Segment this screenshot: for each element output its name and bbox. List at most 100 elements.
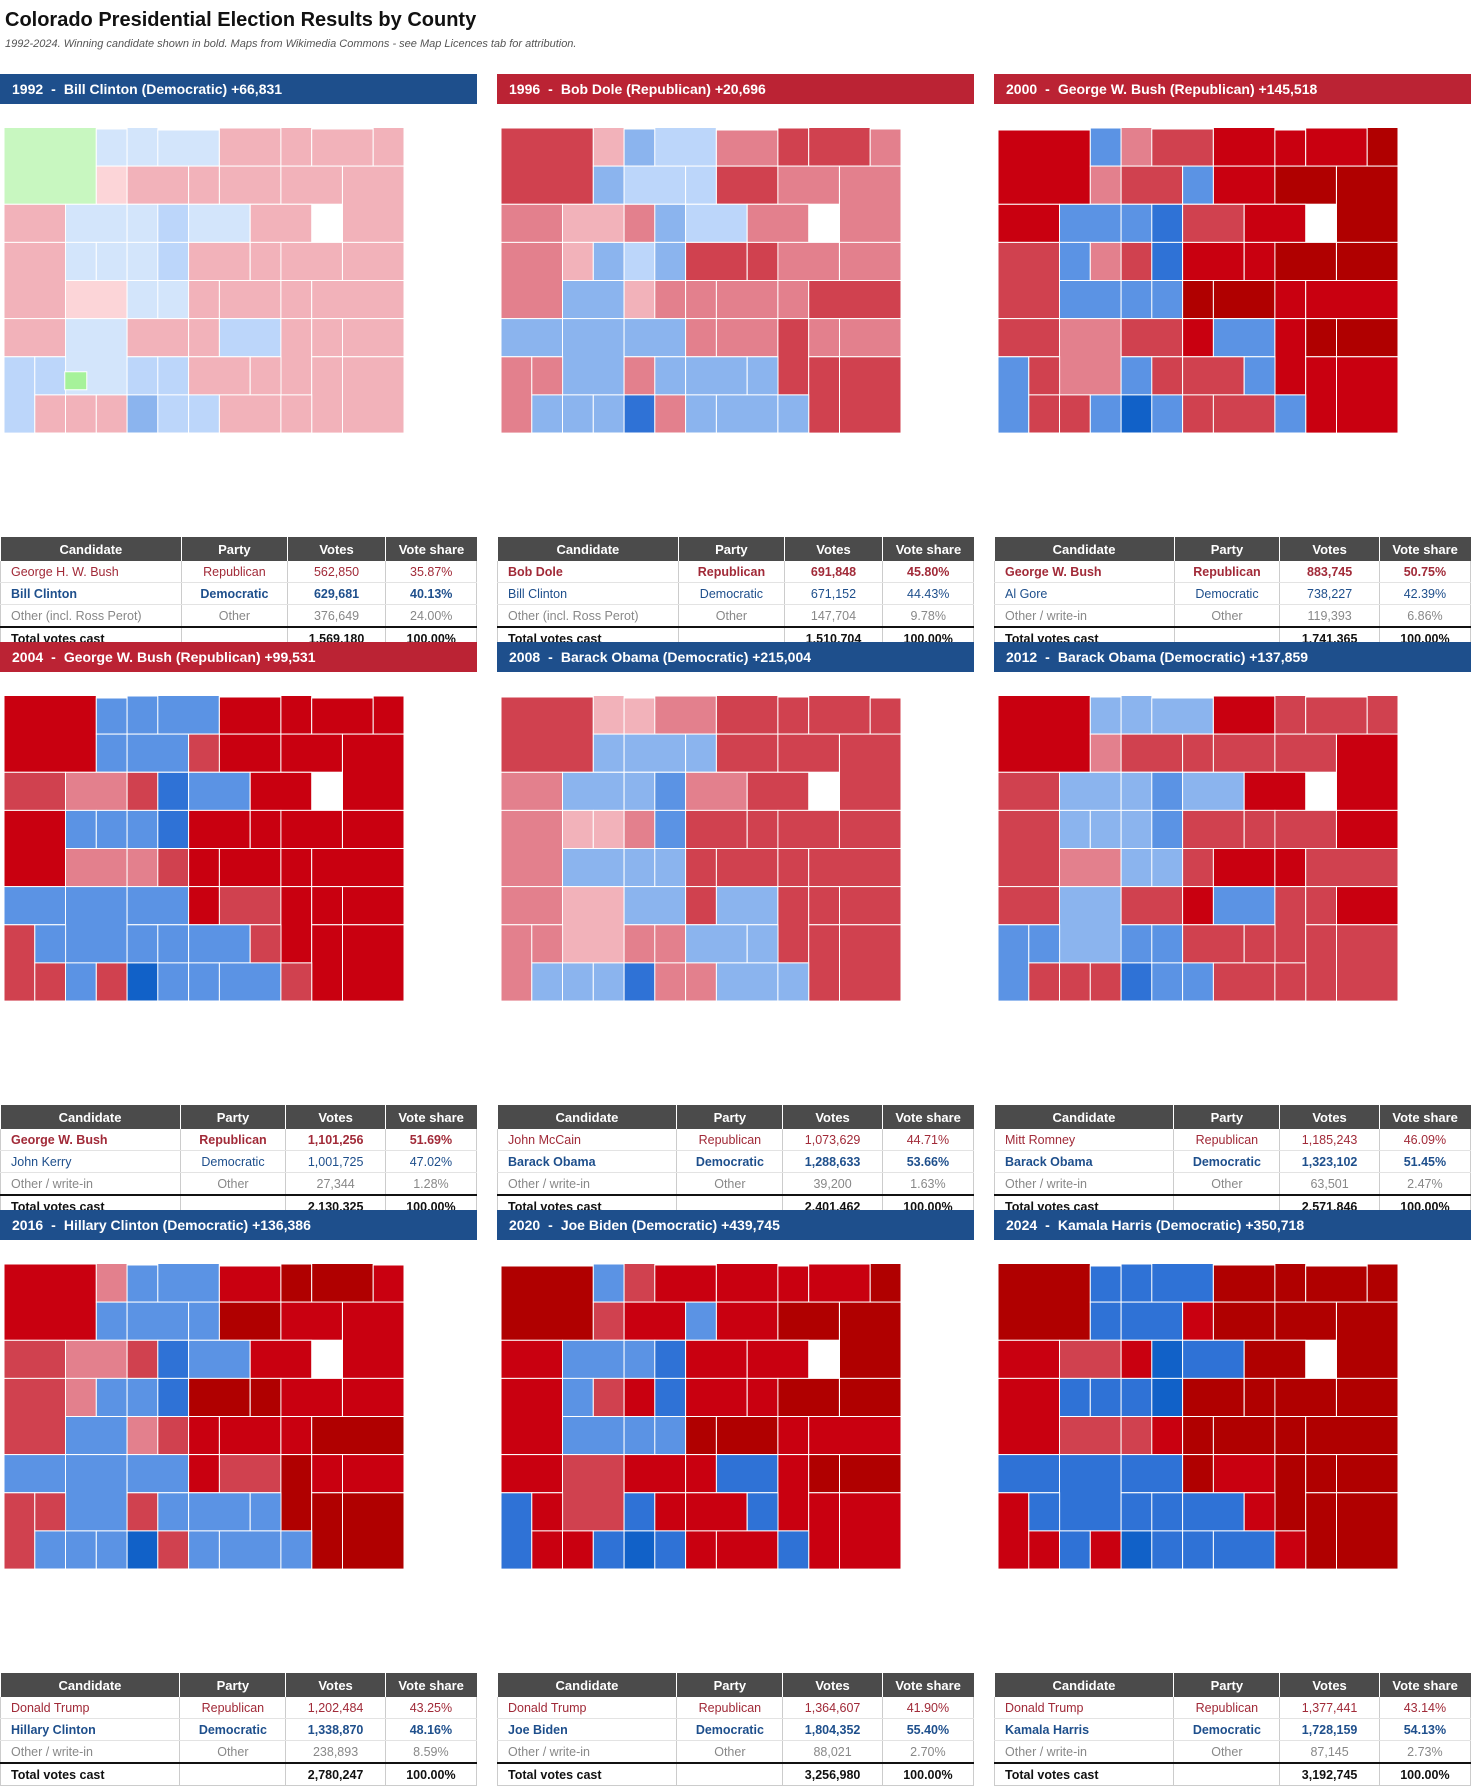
county-shape — [839, 1301, 902, 1379]
county-shape — [1151, 1339, 1184, 1379]
county-shape — [1028, 394, 1061, 434]
county-shape — [839, 924, 902, 1002]
column-header: Party — [1174, 537, 1281, 561]
election-headline: Bob Dole (Republican) +20,696 — [560, 81, 766, 97]
election-header: 2000- George W. Bush (Republican) +145,51… — [994, 74, 1471, 104]
county-shape — [1120, 1416, 1153, 1456]
county-shape — [126, 771, 159, 811]
county-shape — [685, 356, 748, 396]
separator: - — [548, 1217, 553, 1233]
results-table: Candidate Party Votes Vote share George W. B… — [994, 537, 1471, 650]
table-row: John Kerry Democratic 1,001,725 47.02% — [0, 1150, 478, 1173]
county-shape — [808, 128, 871, 167]
county-shape — [654, 1264, 717, 1303]
county-shape — [126, 280, 159, 320]
county-shape — [1182, 733, 1214, 773]
county-shape — [562, 1454, 625, 1532]
county-shape — [1059, 318, 1122, 396]
county-shape — [623, 356, 656, 396]
county-shape — [1059, 241, 1091, 281]
county-shape — [311, 1264, 374, 1303]
county-shape — [1182, 771, 1245, 811]
county-shape — [715, 394, 779, 434]
county-shape — [808, 924, 841, 1002]
county-shape — [1120, 696, 1153, 735]
share-cell: 43.25% — [385, 1697, 478, 1719]
county-shape — [1212, 1301, 1276, 1341]
results-table: Candidate Party Votes Vote share George W. B… — [0, 1105, 478, 1218]
county-shape — [1274, 733, 1337, 773]
county-shape — [157, 203, 190, 243]
county-shape — [157, 356, 190, 396]
county-shape — [1028, 356, 1061, 396]
election-header: 1992- Bill Clinton (Democratic) +66,831 — [0, 74, 477, 104]
party-cell: Democratic — [180, 1150, 287, 1173]
county-shape — [623, 1377, 656, 1417]
county-shape — [1212, 394, 1276, 434]
county-shape — [1336, 924, 1399, 1002]
county-shape — [1059, 886, 1122, 964]
candidate-cell: Barack Obama — [993, 1150, 1175, 1173]
county-shape — [592, 696, 625, 735]
election-year: 2016 — [12, 1217, 44, 1233]
table-row: Hillary Clinton Democratic 1,338,870 48.16% — [0, 1718, 478, 1741]
county-shape — [715, 1264, 779, 1303]
county-shape — [654, 241, 687, 281]
county-shape — [188, 848, 220, 888]
election-panel-2000: 2000- George W. Bush (Republican) +145,51… — [994, 74, 1471, 650]
empty-cell — [179, 1762, 287, 1786]
county-shape — [623, 1454, 687, 1494]
county-shape — [1212, 318, 1276, 358]
table-row: Other / write-in Other 87,145 2.73% — [993, 1740, 1471, 1764]
county-shape — [218, 1530, 282, 1570]
column-header: Candidate — [497, 1105, 678, 1129]
county-shape — [623, 203, 656, 243]
table-row: Kamala Harris Democratic 1,728,159 54.13% — [993, 1718, 1471, 1741]
votes-cell: 87,145 — [1279, 1740, 1380, 1764]
county-shape — [808, 280, 902, 320]
county-shape — [1089, 241, 1122, 281]
county-shape — [1274, 318, 1307, 396]
votes-cell: 1,101,256 — [285, 1129, 386, 1151]
county-shape — [746, 809, 779, 849]
county-shape — [1274, 280, 1307, 320]
party-cell: Democratic — [676, 1718, 784, 1741]
county-shape — [342, 165, 405, 243]
county-shape — [1120, 886, 1184, 926]
county-shape — [218, 733, 282, 773]
share-cell: 24.00% — [385, 604, 477, 628]
results-table: Candidate Party Votes Vote share John McCain… — [496, 1105, 975, 1218]
county-shape — [1151, 1377, 1184, 1417]
county-shape — [218, 394, 282, 434]
county-shape — [623, 280, 656, 320]
county-shape — [1028, 1530, 1061, 1570]
county-shape — [685, 848, 717, 888]
county-shape — [3, 809, 66, 888]
county-shape — [1059, 848, 1122, 888]
candidate-cell: George W. Bush — [994, 561, 1175, 583]
county-shape — [1274, 241, 1337, 281]
county-shape — [34, 356, 67, 396]
county-map — [500, 1264, 902, 1570]
county-shape — [1089, 733, 1122, 773]
county-shape — [746, 241, 779, 281]
votes-cell: 119,393 — [1279, 604, 1380, 628]
votes-cell: 691,848 — [784, 561, 884, 583]
county-shape — [1305, 128, 1368, 167]
county-shape — [1274, 1454, 1307, 1532]
county-shape — [715, 318, 779, 358]
county-shape — [746, 356, 779, 396]
county-shape — [188, 394, 220, 434]
county-shape — [746, 1492, 779, 1532]
county-shape — [311, 697, 374, 735]
county-shape — [1243, 1492, 1276, 1532]
table-row: Other / write-in Other 63,501 2.47% — [993, 1172, 1471, 1196]
county-shape — [746, 771, 810, 811]
county-shape — [654, 280, 687, 320]
county-shape — [1336, 1454, 1399, 1494]
county-shape — [65, 203, 128, 243]
county-shape — [3, 886, 66, 926]
county-shape — [1274, 809, 1337, 849]
county-shape — [1274, 1530, 1307, 1570]
county-shape — [1182, 394, 1214, 434]
